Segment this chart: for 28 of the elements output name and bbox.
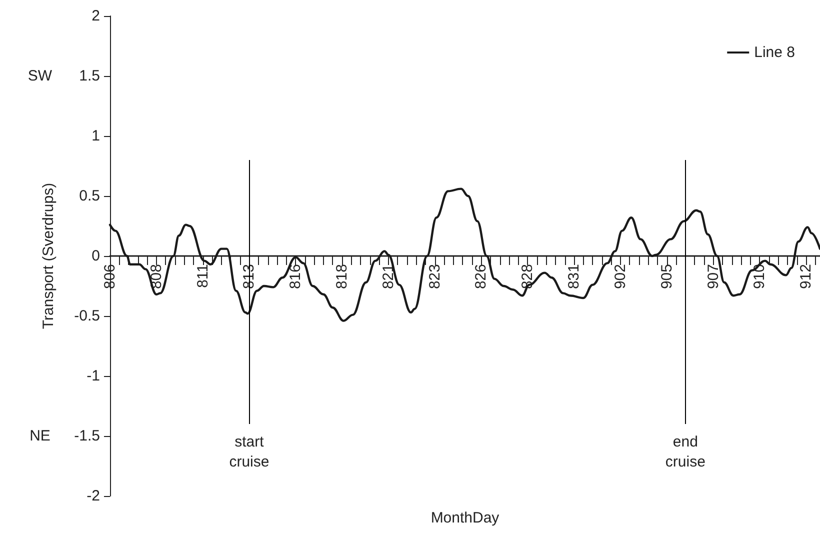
ref-line-label: start cruise — [229, 434, 270, 470]
y-tick-label: 1 — [92, 128, 100, 144]
x-tick-label: 831 — [566, 264, 583, 290]
x-tick-label: 818 — [334, 264, 351, 290]
text: SW — [28, 68, 53, 84]
x-tick-label: 826 — [472, 264, 490, 290]
legend-label: Line 8 — [754, 44, 796, 61]
x-tick-label: 905 — [658, 264, 676, 290]
ref-line-label: end cruise — [665, 434, 706, 470]
y-tick-label: -1 — [86, 368, 100, 384]
x-tick-label: 828 — [519, 264, 536, 290]
x-tick-label: 912 — [798, 264, 815, 290]
x-tick-label: 816 — [287, 264, 304, 290]
x-tick-label: 811 — [194, 264, 212, 288]
x-tick-label: 907 — [704, 264, 722, 290]
y-tick-label: -0.5 — [74, 308, 100, 324]
y-tick-label: -2 — [86, 488, 100, 504]
text: NE — [30, 428, 50, 444]
y-tick-label: 0.5 — [79, 188, 100, 204]
x-axis-title: MonthDay — [430, 510, 500, 526]
y-tick-label: -1.5 — [74, 428, 100, 444]
x-tick-label: 902 — [612, 264, 629, 290]
y-tick-label: 0 — [92, 248, 100, 264]
x-tick-label: 823 — [426, 264, 444, 290]
y-axis-title: Transport (Sverdrups) — [40, 182, 57, 330]
y-tick-label: 1.5 — [79, 68, 100, 84]
x-tick-label: 821 — [380, 264, 397, 290]
y-tick-label: 2 — [92, 8, 100, 24]
